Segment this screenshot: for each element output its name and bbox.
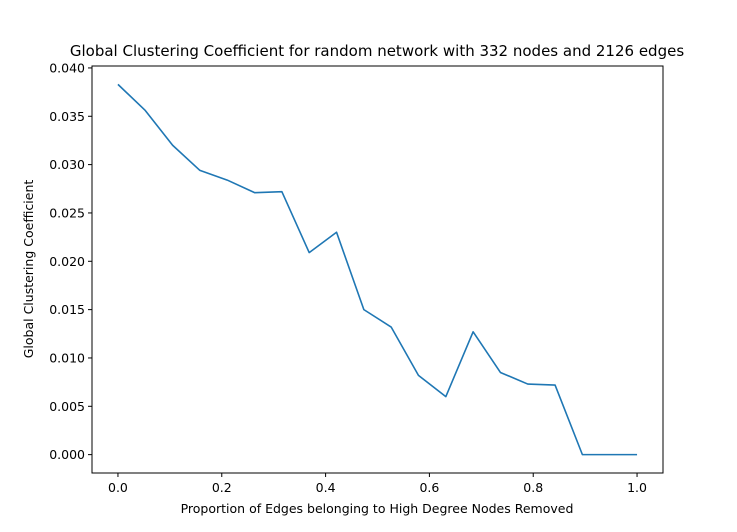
x-axis-label: Proportion of Edges belonging to High De… xyxy=(181,501,574,516)
y-tick-label: 0.030 xyxy=(49,157,85,172)
x-tick-label: 0.8 xyxy=(523,480,543,495)
chart-title: Global Clustering Coefficient for random… xyxy=(70,42,684,60)
x-tick-label: 0.2 xyxy=(212,480,232,495)
series-line xyxy=(117,83,638,456)
y-axis: 0.000 0.005 0.010 0.015 0.020 0.025 0.030 0.035… xyxy=(49,60,92,462)
x-axis: 0.0 0.2 0.4 0.6 0.8 1.0 xyxy=(108,473,647,495)
x-tick-label: 0.6 xyxy=(419,480,439,495)
y-axis-label: Global Clustering Coefficient xyxy=(21,180,36,359)
y-tick-label: 0.040 xyxy=(49,60,85,75)
y-tick-label: 0.035 xyxy=(49,109,85,124)
y-tick-label: 0.005 xyxy=(49,399,85,414)
x-tick-label: 1.0 xyxy=(627,480,647,495)
x-tick-label: 0.0 xyxy=(108,480,128,495)
x-tick-label: 0.4 xyxy=(316,480,336,495)
y-tick-label: 0.010 xyxy=(49,350,85,365)
y-tick-label: 0.020 xyxy=(49,254,85,269)
y-tick-label: 0.000 xyxy=(49,447,85,462)
y-tick-label: 0.015 xyxy=(49,302,85,317)
plot-area-frame xyxy=(91,65,664,474)
y-tick-label: 0.025 xyxy=(49,205,85,220)
